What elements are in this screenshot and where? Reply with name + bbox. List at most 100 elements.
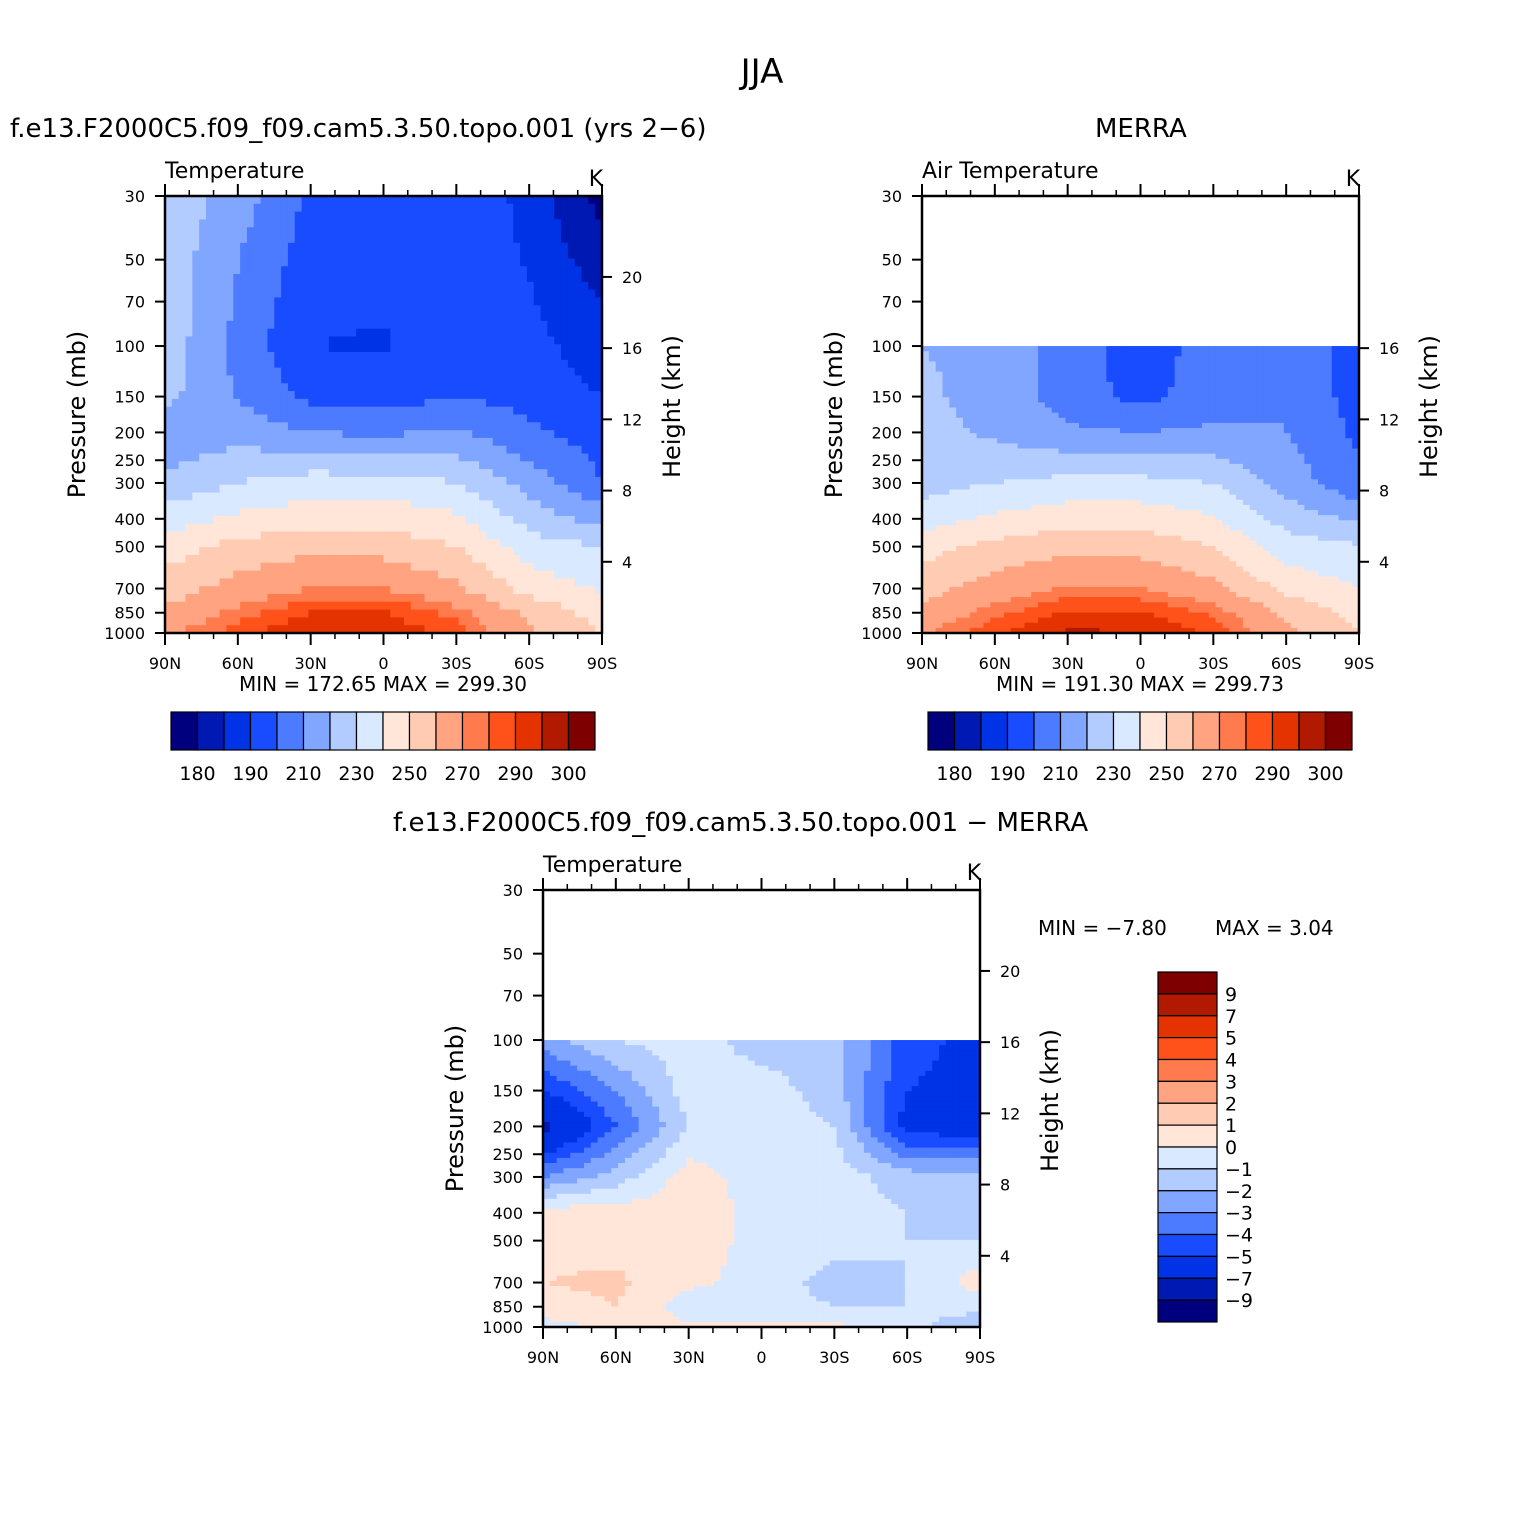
contour-cell xyxy=(308,281,316,291)
contour-cell xyxy=(1249,376,1258,383)
contour-cell xyxy=(233,196,241,205)
contour-cell xyxy=(383,484,391,494)
contour-cell xyxy=(547,437,555,447)
contour-cell xyxy=(1249,351,1258,357)
contour-cell xyxy=(376,219,385,228)
contour-cell xyxy=(451,609,460,618)
contour-cell xyxy=(1010,402,1019,409)
contour-cell xyxy=(492,515,501,525)
contour-cell xyxy=(212,461,221,470)
contour-cell xyxy=(199,422,207,431)
contour-cell xyxy=(451,539,460,548)
contour-cell xyxy=(192,328,200,338)
contour-cell xyxy=(205,453,214,462)
contour-cell xyxy=(444,383,453,392)
contour-cell xyxy=(1215,361,1224,368)
contour-cell xyxy=(438,500,446,509)
contour-cell xyxy=(1174,438,1183,444)
contour-cell xyxy=(410,203,419,213)
contour-cell xyxy=(390,305,398,314)
contour-cell xyxy=(574,250,583,260)
contour-cell xyxy=(178,562,187,572)
contour-cell xyxy=(363,453,371,462)
contour-cell xyxy=(438,219,446,228)
contour-cell xyxy=(451,289,460,299)
contour-cell xyxy=(465,227,473,236)
contour-cell xyxy=(438,422,446,431)
contour-cell xyxy=(301,219,309,228)
contour-cell xyxy=(274,445,282,455)
contour-cell xyxy=(1311,366,1319,373)
contour-cell xyxy=(554,266,562,275)
contour-cell xyxy=(1126,422,1135,429)
contour-cell xyxy=(1044,402,1053,409)
contour-cell xyxy=(240,336,248,345)
contour-cell xyxy=(308,562,316,572)
contour-cell xyxy=(397,578,405,587)
contour-cell xyxy=(226,469,234,478)
contour-cell xyxy=(349,203,357,213)
contour-cell xyxy=(185,258,193,267)
contour-cell xyxy=(205,508,214,517)
contour-cell xyxy=(199,367,207,377)
contour-cell xyxy=(935,443,944,450)
contour-cell xyxy=(935,356,944,363)
contour-cell xyxy=(294,227,303,236)
contour-cell xyxy=(431,398,439,408)
contour-cell xyxy=(403,422,412,431)
contour-cell xyxy=(363,313,371,322)
contour-cell xyxy=(199,609,207,618)
contour-cell xyxy=(322,398,330,408)
contour-cell xyxy=(1024,417,1032,424)
contour-cell xyxy=(554,492,562,501)
contour-cell xyxy=(492,578,501,587)
contour-cell xyxy=(1222,366,1230,373)
contour-cell xyxy=(233,359,241,369)
contour-cell xyxy=(928,346,937,352)
contour-cell xyxy=(547,469,555,478)
contour-cell xyxy=(1188,417,1196,424)
contour-cell xyxy=(976,443,985,450)
contour-cell xyxy=(554,531,562,540)
contour-cell xyxy=(444,258,453,267)
contour-cell xyxy=(349,367,357,377)
contour-cell xyxy=(185,219,193,228)
contour-cell xyxy=(444,578,453,587)
contour-cell xyxy=(540,625,548,634)
contour-cell xyxy=(485,586,494,595)
contour-cell xyxy=(492,609,501,618)
contour-cell xyxy=(1352,438,1360,444)
contour-cell xyxy=(410,305,419,314)
contour-cell xyxy=(1201,366,1210,373)
contour-cell xyxy=(1290,371,1299,378)
contour-cell xyxy=(226,328,234,338)
contour-cell xyxy=(479,500,487,509)
contour-cell xyxy=(287,398,296,408)
contour-cell xyxy=(315,461,323,470)
contour-cell xyxy=(561,313,569,322)
contour-cell xyxy=(410,445,419,455)
contour-cell xyxy=(1120,417,1128,424)
contour-cell xyxy=(949,361,957,368)
contour-cell xyxy=(376,500,385,509)
contour-cell xyxy=(376,250,385,260)
contour-cell xyxy=(212,406,221,416)
contour-cell xyxy=(1038,402,1046,409)
colorbar-swatch xyxy=(408,711,437,751)
contour-cell xyxy=(281,554,289,564)
contour-cell xyxy=(424,305,432,314)
contour-cell xyxy=(363,367,371,377)
contour-cell xyxy=(1318,351,1326,357)
contour-cell xyxy=(1297,417,1305,424)
contour-cell xyxy=(431,445,439,455)
contour-cell xyxy=(547,609,555,618)
contour-cell xyxy=(274,547,282,556)
contour-cell xyxy=(322,601,330,611)
contour-cell xyxy=(513,422,521,431)
contour-cell xyxy=(219,500,228,509)
contour-cell xyxy=(390,562,398,572)
contour-cell xyxy=(403,508,412,517)
contour-cell xyxy=(506,383,514,392)
contour-cell xyxy=(1038,366,1046,373)
contour-cell xyxy=(308,344,316,353)
